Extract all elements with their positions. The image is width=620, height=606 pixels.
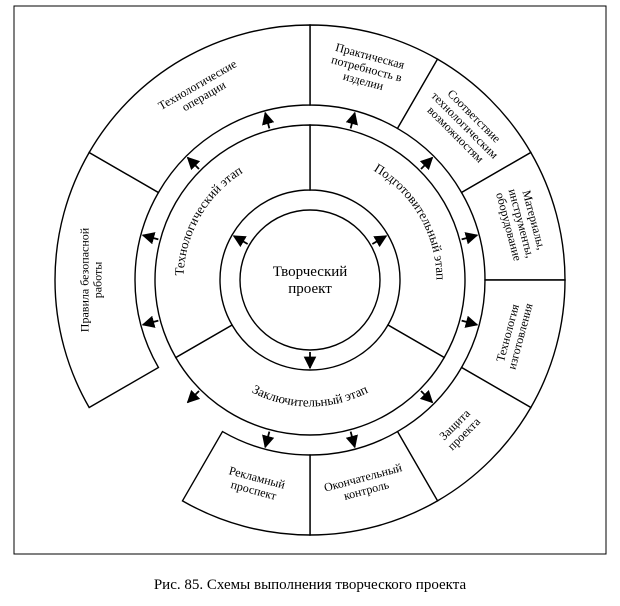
arrow-ring-to-outer	[462, 321, 477, 325]
arrow-ring-to-outer	[143, 235, 158, 239]
arrow-ring-to-outer	[421, 391, 432, 402]
arrow-center-to-ring	[234, 236, 248, 244]
arrow-ring-to-outer	[462, 235, 477, 239]
radial-diagram-svg: ТворческийпроектПодготовительный этапЗак…	[0, 0, 620, 606]
arrow-center-to-ring	[372, 236, 386, 244]
arrow-ring-to-outer	[265, 432, 269, 447]
diagram-container: ТворческийпроектПодготовительный этапЗак…	[0, 0, 620, 606]
arrow-ring-to-outer	[265, 113, 269, 128]
svg-text:Правила безопасной: Правила безопасной	[78, 227, 92, 332]
figure-caption: Рис. 85. Схемы выполнения творческого пр…	[0, 577, 620, 594]
arrow-ring-to-outer	[421, 158, 432, 169]
outer-sector	[55, 153, 158, 408]
arrow-ring-to-outer	[188, 158, 199, 169]
arrow-ring-to-outer	[188, 391, 199, 402]
arrow-ring-to-outer	[351, 113, 355, 128]
svg-text:работы: работы	[91, 262, 105, 299]
arrow-ring-to-outer	[143, 321, 158, 325]
arrow-ring-to-outer	[351, 432, 355, 447]
